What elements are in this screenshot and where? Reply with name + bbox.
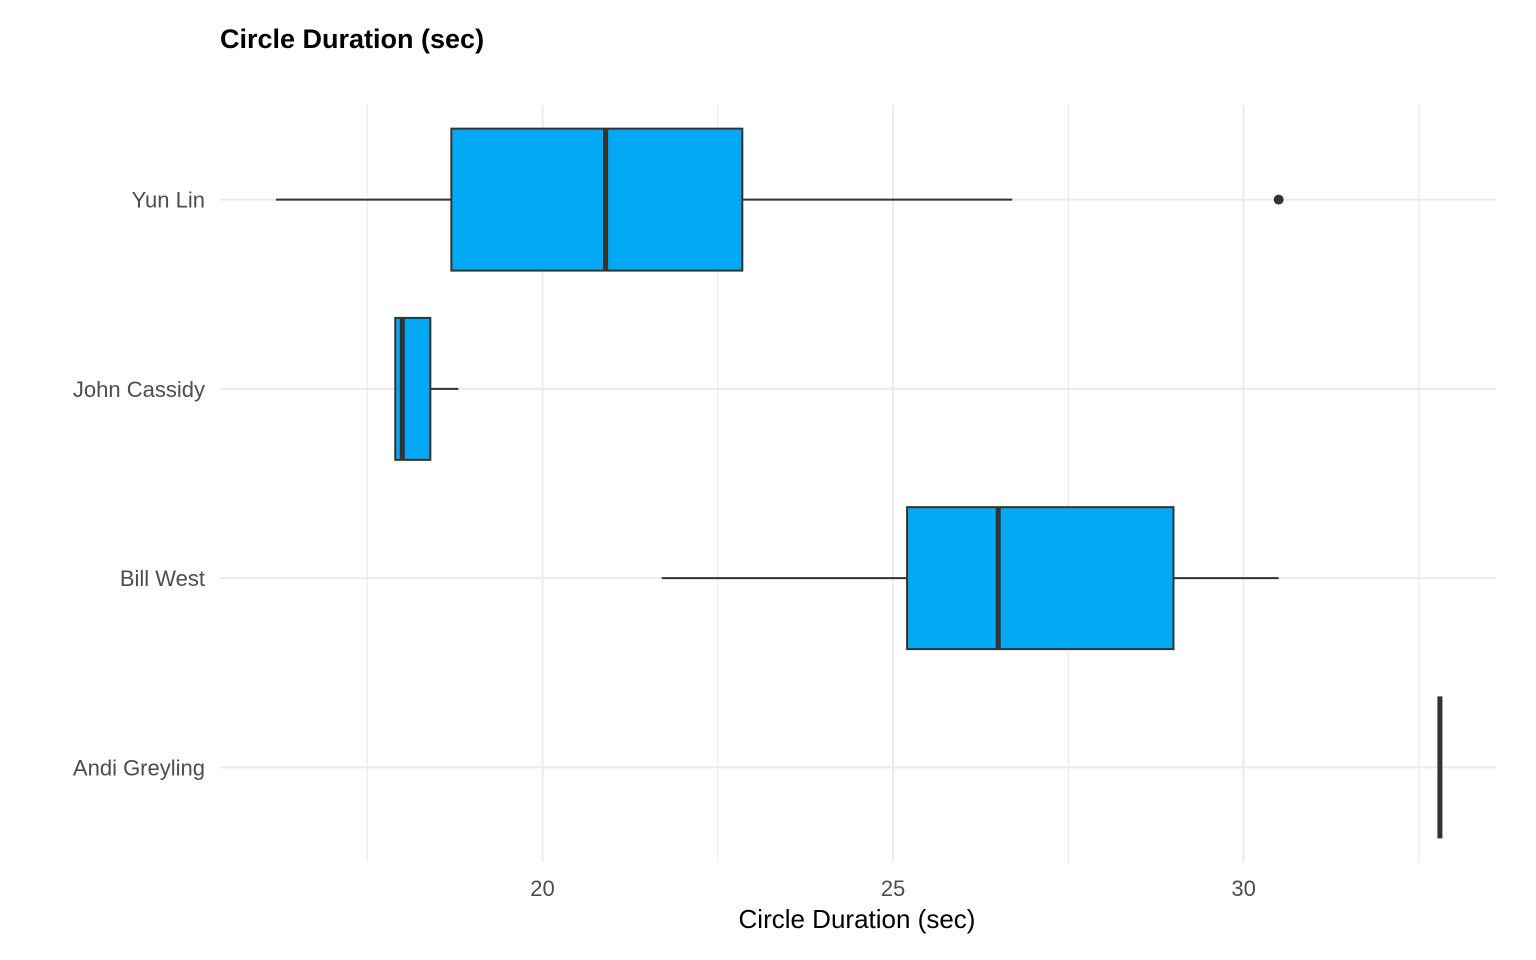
outlier-point	[1273, 194, 1284, 205]
grid-lines	[220, 105, 1496, 862]
y-axis-ticks: Yun Lin John Cassidy Bill West Andi Greylin…	[73, 188, 205, 781]
x-axis-title: Circle Duration (sec)	[739, 904, 976, 934]
box-iqr	[906, 506, 1175, 651]
x-tick-label: 25	[881, 876, 905, 901]
y-tick-label: Yun Lin	[132, 188, 205, 213]
x-tick-label: 20	[530, 876, 554, 901]
chart-title: Circle Duration (sec)	[220, 24, 484, 54]
box-iqr	[450, 127, 744, 272]
y-tick-label: Andi Greyling	[73, 755, 205, 780]
x-axis-ticks: 20 25 30	[530, 876, 1256, 901]
boxes	[276, 127, 1443, 839]
y-tick-label: John Cassidy	[73, 377, 205, 402]
y-tick-label: Bill West	[120, 566, 205, 591]
x-tick-label: 30	[1231, 876, 1255, 901]
